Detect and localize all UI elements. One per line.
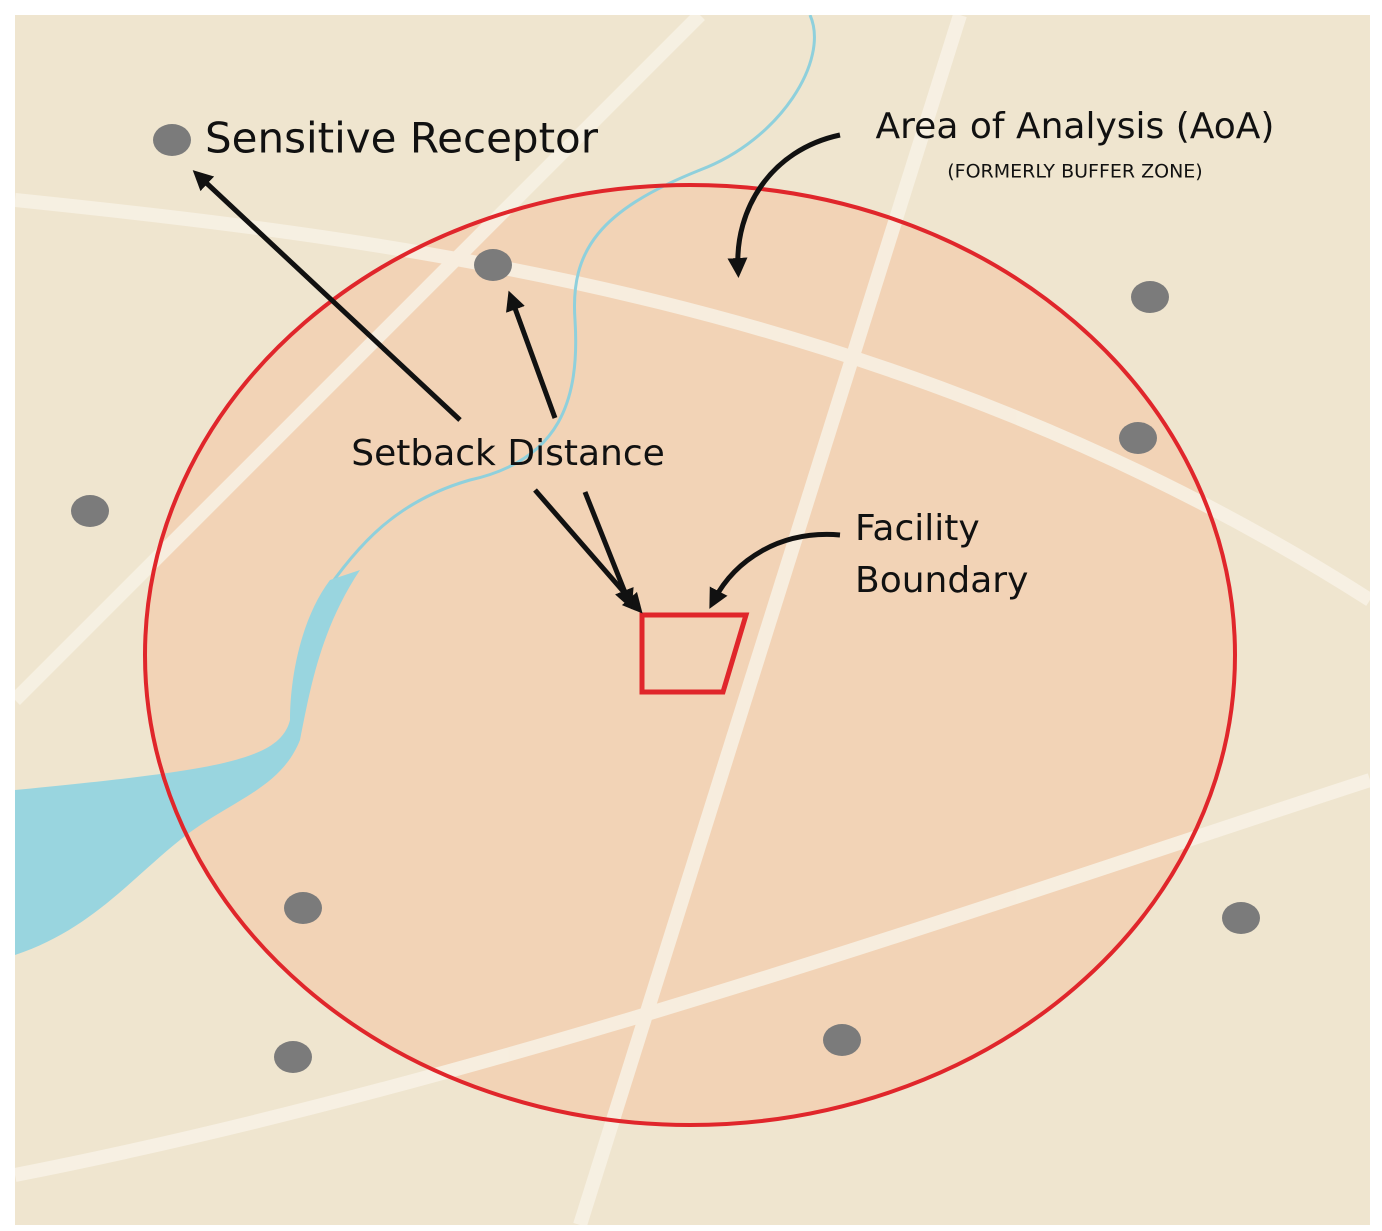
arrow [533, 488, 643, 614]
label: (FORMERLY BUFFER ZONE) [947, 161, 1202, 183]
stream [318, 15, 816, 601]
label: Boundary [855, 560, 1028, 601]
arrow [506, 290, 558, 419]
receptors [71, 124, 1260, 1073]
label: Area of Analysis (AoA) [876, 106, 1275, 147]
receptor-dot [274, 1041, 312, 1073]
river [15, 570, 360, 955]
aoa-fill [145, 185, 1235, 1125]
road [15, 193, 1370, 606]
receptor-dot [823, 1024, 861, 1056]
roads [15, 15, 1370, 1225]
receptor-dot [1119, 422, 1157, 454]
aoa-boundary [143, 183, 1237, 1127]
map [15, 15, 1370, 1225]
arrow [727, 132, 841, 278]
arrow [709, 531, 841, 609]
receptor-dot [284, 892, 322, 924]
receptor-dot [153, 124, 191, 156]
road [15, 15, 705, 705]
arrow [582, 491, 634, 610]
receptor-dot [1131, 281, 1169, 313]
label: Setback Distance [351, 433, 665, 474]
arrows [192, 132, 841, 614]
label: Facility [855, 508, 980, 549]
road [15, 773, 1370, 1182]
receptor-dot [71, 495, 109, 527]
arrow [192, 170, 462, 422]
road [573, 15, 967, 1225]
facility-boundary [639, 612, 750, 695]
label: Sensitive Receptor [205, 114, 599, 163]
receptor-dot [1222, 902, 1260, 934]
receptor-dot [474, 249, 512, 281]
